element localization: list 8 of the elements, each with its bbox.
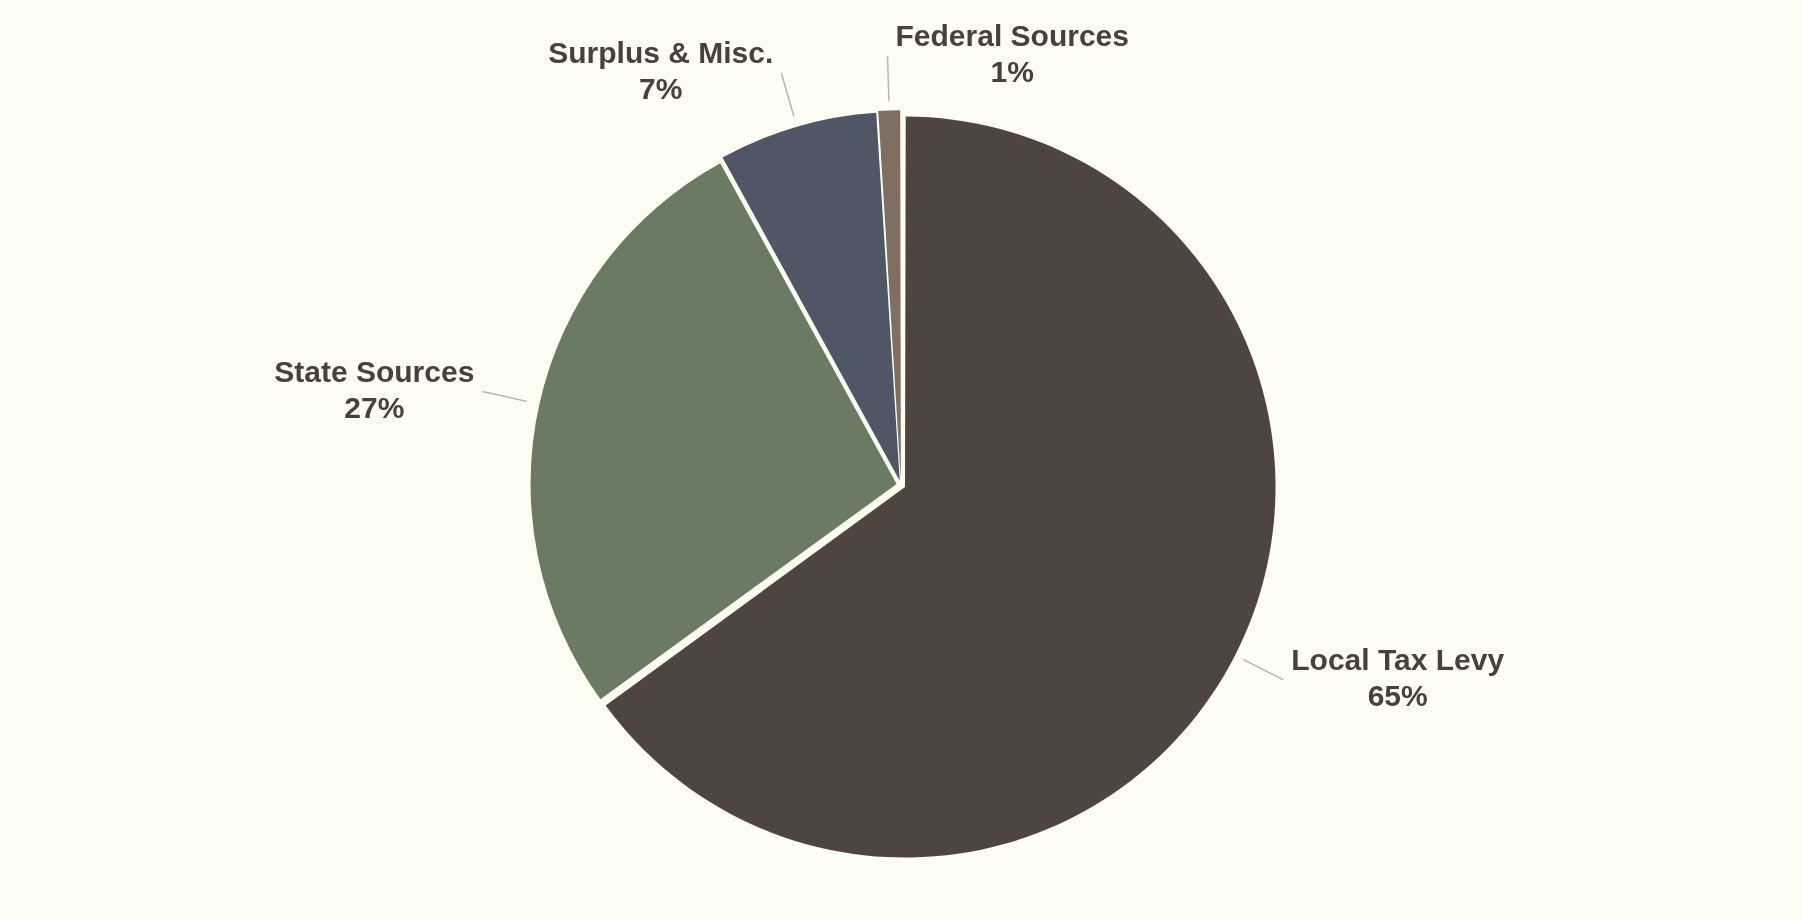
data-label: 27% bbox=[344, 390, 405, 424]
slice-label: Local Tax Levy bbox=[1291, 643, 1505, 677]
data-label: 65% bbox=[1367, 679, 1428, 713]
slice-label: Surplus & Misc. bbox=[548, 36, 774, 70]
slice-label: State Sources bbox=[274, 354, 475, 388]
data-label: 7% bbox=[639, 72, 683, 106]
slice-label: Federal Sources bbox=[895, 19, 1129, 53]
data-label: 1% bbox=[990, 55, 1034, 89]
